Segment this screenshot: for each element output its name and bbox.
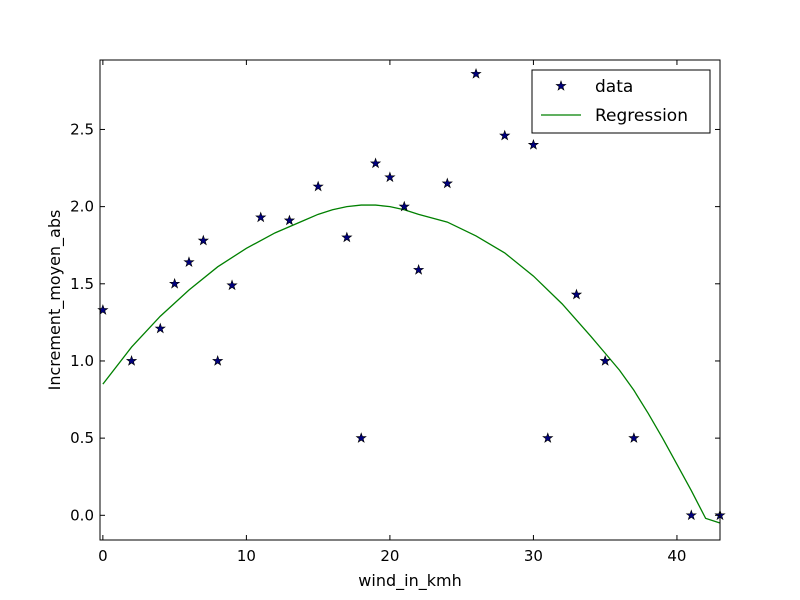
data-point (168, 277, 181, 289)
data-point (685, 509, 697, 521)
data-point (470, 67, 482, 79)
y-tick-label: 1.5 (70, 275, 94, 293)
data-point (183, 256, 195, 267)
x-tick-label: 40 (667, 547, 686, 565)
data-point (398, 200, 410, 212)
plot-frame (99, 59, 721, 541)
data-point (527, 138, 540, 150)
data-point (154, 322, 166, 334)
legend: data Regression (531, 69, 711, 134)
data-point (283, 214, 296, 226)
data-point (341, 231, 353, 243)
data-point (384, 171, 396, 183)
y-tick-label: 2.0 (70, 198, 94, 216)
regression-line (102, 204, 721, 524)
y-tick-label: 0.5 (70, 429, 94, 447)
y-axis-label: Increment_moyen_abs (45, 210, 65, 391)
data-point (226, 279, 238, 291)
legend-data-marker (555, 80, 567, 91)
legend-label-data: data (595, 77, 633, 97)
data-point (97, 304, 109, 315)
data-point (369, 157, 382, 169)
y-tick-label: 2.5 (70, 120, 94, 138)
legend-box (531, 69, 711, 134)
data-point (599, 355, 611, 366)
data-point (312, 180, 324, 192)
data-point (441, 177, 453, 189)
x-tick-label: 10 (237, 547, 256, 565)
plot-background (100, 60, 720, 540)
data-point (197, 234, 209, 246)
data-point (499, 129, 511, 141)
data-point (212, 355, 224, 366)
legend-label-regression: Regression (595, 106, 688, 126)
data-point (125, 355, 138, 366)
data-point (628, 432, 640, 443)
data-point (355, 432, 367, 443)
y-tick-label: 0.0 (70, 506, 94, 524)
data-point (542, 432, 554, 443)
y-tick-label: 1.0 (70, 352, 94, 370)
x-tick-label: 0 (98, 547, 108, 565)
data-point (570, 288, 583, 300)
x-tick-label: 30 (524, 547, 543, 565)
data-point (255, 211, 267, 223)
y-axis-ticks: 0.0 0.5 1.0 1.5 2.0 2.5 (70, 120, 720, 524)
plot-area (97, 59, 726, 541)
data-point (412, 263, 425, 275)
x-tick-label: 20 (380, 547, 399, 565)
x-axis-label: wind_in_kmh (358, 571, 461, 591)
x-axis-ticks: 0 10 20 30 40 (98, 60, 686, 565)
legend-star-marker (555, 80, 567, 91)
